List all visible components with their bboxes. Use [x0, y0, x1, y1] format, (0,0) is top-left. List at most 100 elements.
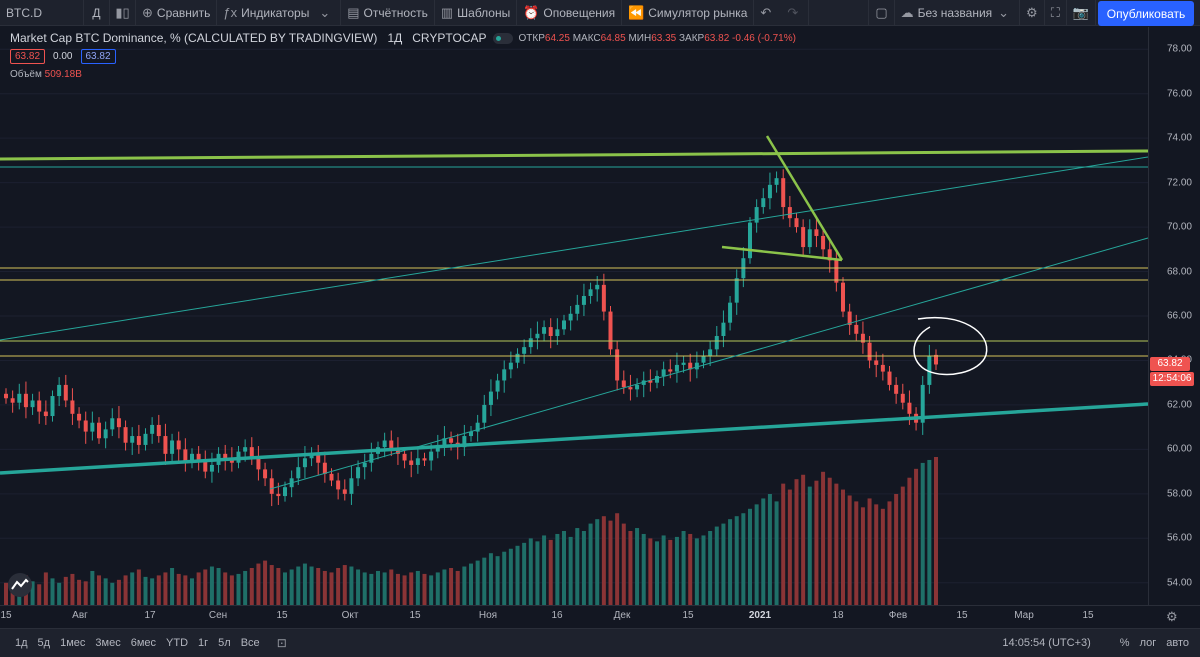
candle-body	[728, 302, 733, 323]
goto-date-icon[interactable]: ⊡	[276, 636, 287, 650]
volume-bar	[329, 572, 334, 605]
candle-body	[190, 453, 194, 463]
range-button-3мес[interactable]: 3мес	[95, 637, 121, 649]
candle-body	[10, 398, 15, 403]
candle-body	[395, 449, 400, 454]
volume-bar	[641, 533, 646, 605]
candle-body	[528, 338, 533, 348]
close-value: 63.82	[704, 32, 730, 44]
volume-label: Объём	[10, 69, 42, 80]
volume-bar	[190, 578, 194, 605]
fullscreen-toggle-button[interactable]: ⛶	[1045, 0, 1067, 26]
volume-bar	[562, 531, 566, 605]
open-label: ОТКР	[518, 32, 545, 44]
candle-body	[23, 393, 28, 408]
undo-button[interactable]: ↶	[754, 0, 781, 26]
legend-title-row: Market Cap BTC Dominance, % (CALCULATED …	[10, 31, 796, 45]
templates-label: Шаблоны	[457, 5, 511, 20]
volume-bar	[415, 570, 420, 605]
price-tick-label: 78.00	[1166, 43, 1192, 55]
auto-scale-button[interactable]: авто	[1166, 637, 1189, 649]
volume-bar	[528, 538, 533, 605]
range-button-1д[interactable]: 1д	[15, 637, 28, 649]
volume-bar	[349, 566, 354, 605]
compare-button[interactable]: ⊕ Сравнить	[136, 0, 218, 26]
candle-body	[880, 364, 885, 372]
market-simulator-button[interactable]: ⏪ Симулятор рынка	[622, 0, 755, 26]
time-tick-label: 15	[1082, 610, 1094, 621]
volume-bar	[4, 582, 8, 605]
candle-body	[787, 207, 792, 219]
percent-scale-button[interactable]: %	[1119, 637, 1130, 649]
volume-bar	[143, 576, 148, 605]
visibility-toggle[interactable]	[492, 32, 513, 44]
candle-body	[475, 422, 480, 432]
candle-body	[183, 449, 188, 463]
volume-bar	[183, 575, 188, 605]
volume-bar	[608, 520, 613, 605]
candle-body	[841, 282, 845, 312]
volume-bar	[927, 459, 932, 605]
range-button-1г[interactable]: 1г	[198, 637, 209, 649]
time-scale[interactable]: ⚙ 15 Авг 17 Сен 15 Окт 15 Ноя 16 Дек 15 2021 18 Фев 15…	[0, 605, 1200, 627]
volume-bar	[628, 531, 633, 605]
interval-button[interactable]: Д	[84, 0, 110, 26]
candles-icon: ▮▯	[115, 4, 130, 20]
function-icon: ƒx	[223, 5, 238, 20]
volume-bar	[694, 538, 699, 605]
chart-type-button[interactable]: ▮▯	[110, 0, 136, 26]
candle-body	[309, 453, 314, 459]
volume-bar	[648, 538, 653, 605]
alerts-button[interactable]: ⏰ Оповещения	[517, 0, 623, 26]
volume-bar	[136, 569, 141, 605]
redo-button[interactable]: ↷	[781, 0, 810, 26]
settings-button[interactable]: ⚙	[1020, 0, 1045, 26]
volume-bar	[402, 575, 407, 605]
candle-body	[807, 229, 812, 248]
candle-body	[4, 393, 8, 399]
range-button-1мес[interactable]: 1мес	[60, 637, 86, 649]
trendline-top-thick	[0, 149, 1148, 161]
alarm-clock-icon: ⏰	[523, 4, 540, 20]
candle-body	[163, 436, 168, 454]
candle-body	[322, 462, 327, 474]
symbol-search-button[interactable]: BTC.D	[0, 0, 84, 26]
candle-body	[296, 467, 301, 479]
candle-body	[462, 436, 467, 448]
drawings	[0, 135, 1148, 490]
templates-button[interactable]: ▥ Шаблоны	[435, 0, 518, 26]
candle-body	[542, 327, 547, 334]
change-value: -0.46 (-0.71%)	[732, 32, 796, 44]
gear-icon[interactable]: ⚙	[1166, 609, 1178, 624]
candle-body	[774, 178, 779, 185]
candle-body	[57, 384, 62, 397]
volume-bar	[900, 486, 905, 605]
bar-countdown-label: 12:54:06	[1150, 372, 1194, 387]
circle-annotation	[913, 316, 988, 376]
reports-button[interactable]: ▤ Отчётность	[341, 0, 435, 26]
price-scale[interactable]: 78.0076.0074.0072.0070.0068.0066.0064.00…	[1148, 27, 1200, 605]
range-button-6мес[interactable]: 6мес	[130, 637, 157, 649]
indicators-button[interactable]: ƒx Индикаторы ⌄	[217, 0, 342, 26]
candle-body	[349, 478, 354, 494]
bid-price-box[interactable]: 63.82	[10, 49, 46, 64]
candle-body	[668, 369, 673, 372]
range-button-5д[interactable]: 5д	[37, 637, 51, 649]
range-button-YTD[interactable]: YTD	[166, 637, 189, 649]
volume-bar	[203, 569, 208, 605]
undo-icon: ↶	[760, 4, 772, 20]
last-price-label: 63.82	[1150, 357, 1190, 372]
price-chart[interactable]	[0, 27, 1148, 605]
range-button-Все[interactable]: Все	[240, 637, 260, 649]
candle-body	[767, 184, 772, 199]
ask-price-box[interactable]: 63.82	[80, 49, 116, 64]
log-scale-button[interactable]: лог	[1139, 637, 1157, 649]
volume-bar	[382, 572, 387, 605]
screenshot-button[interactable]: 📷	[1067, 0, 1096, 26]
publish-button[interactable]: Опубликовать	[1098, 1, 1194, 26]
range-button-5л[interactable]: 5л	[218, 637, 231, 649]
fullscreen-button[interactable]: ▢	[868, 0, 895, 26]
candlesticks	[4, 169, 938, 507]
volume-bar	[734, 516, 739, 605]
layout-name-button[interactable]: ☁ Без названия ⌄	[895, 0, 1021, 26]
